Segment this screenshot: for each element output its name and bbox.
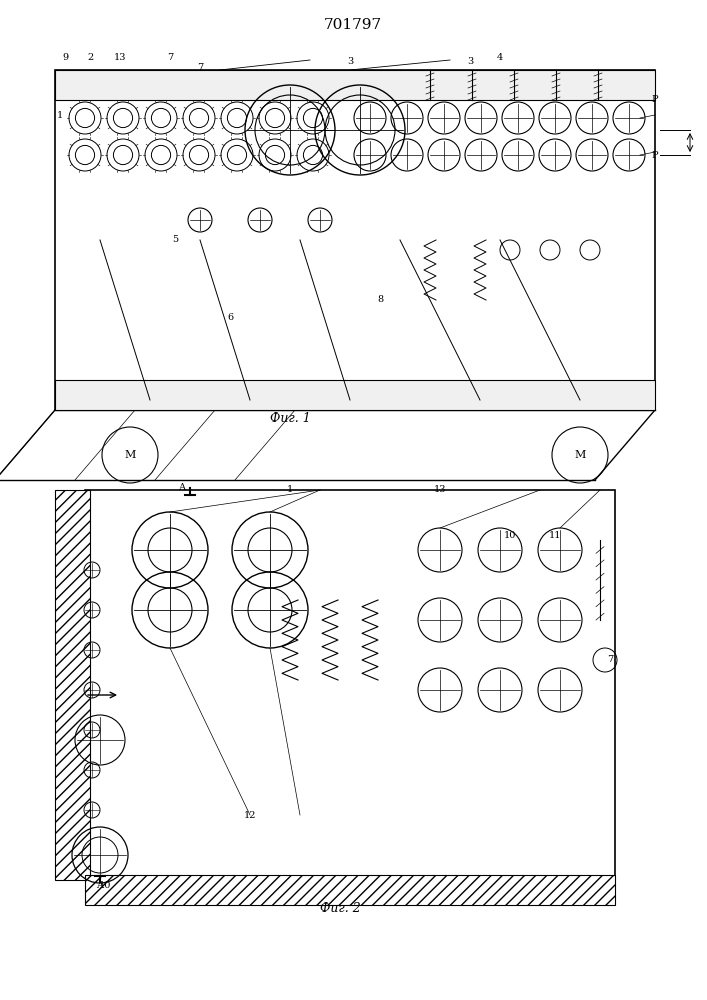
Bar (85, 490, 615, 880)
Bar (85, 875, 615, 905)
Text: A: A (96, 880, 103, 890)
Text: 13: 13 (114, 53, 127, 62)
Text: 1: 1 (287, 486, 293, 494)
Text: P: P (652, 96, 658, 104)
Text: 5: 5 (172, 235, 178, 244)
Text: M: M (574, 450, 585, 460)
Bar (55, 380, 655, 410)
Text: Фиг. 1: Фиг. 1 (269, 412, 310, 424)
Text: 13: 13 (434, 486, 446, 494)
Text: P: P (652, 150, 658, 159)
Text: 10: 10 (99, 880, 111, 890)
Text: A: A (178, 484, 185, 492)
Text: 10: 10 (504, 530, 516, 540)
Text: 8: 8 (377, 296, 383, 304)
Text: 11: 11 (549, 530, 561, 540)
Text: Фиг. 2: Фиг. 2 (320, 902, 361, 914)
Bar (55, 70, 655, 410)
Text: 12: 12 (244, 810, 256, 820)
Text: 4: 4 (497, 53, 503, 62)
Text: 3: 3 (347, 57, 353, 66)
Bar (55, 70, 655, 100)
Text: M: M (124, 450, 136, 460)
Text: 7: 7 (607, 656, 613, 664)
Text: 7: 7 (167, 53, 173, 62)
Text: 6: 6 (227, 314, 233, 322)
Text: 9: 9 (62, 53, 68, 62)
Text: 3: 3 (467, 57, 473, 66)
Text: 701797: 701797 (324, 18, 382, 32)
Text: 1: 1 (57, 110, 63, 119)
Bar (55, 490, 90, 880)
Text: 7: 7 (197, 64, 203, 73)
Text: 2: 2 (87, 53, 93, 62)
